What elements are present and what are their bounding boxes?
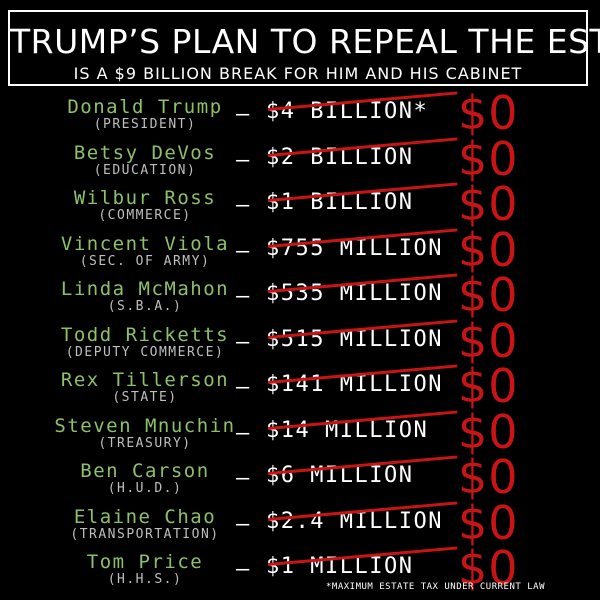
person-role: (EDUCATION) <box>93 162 197 178</box>
separator-dash: — <box>236 375 250 400</box>
new-amount-zero: $0 <box>458 313 519 368</box>
new-amount-zero: $0 <box>458 541 519 595</box>
subheadline: IS A $9 BILLION BREAK FOR HIM AND HIS CA… <box>73 64 523 83</box>
person-role: (H.H.S.) <box>107 572 183 587</box>
separator-dash: — <box>236 466 250 491</box>
new-amount-zero: $0 <box>458 268 519 322</box>
separator-dash: — <box>236 147 250 173</box>
person-name: Ben Carson <box>80 460 210 482</box>
person-role: (S.B.A.) <box>107 299 183 314</box>
list-item: Wilbur Ross (COMMERCE) — $1 BILLION $0 <box>0 177 600 233</box>
new-amount-zero: $0 <box>458 222 519 277</box>
list-item: Rex Tillerson (STATE) — $141 MILLION $0 <box>0 359 600 415</box>
new-amount-zero: $0 <box>458 131 519 186</box>
separator-dash: — <box>236 557 250 582</box>
separator-dash: — <box>236 102 250 127</box>
person-name: Rex Tillerson <box>60 369 230 391</box>
person-name: Betsy DeVos <box>73 141 217 164</box>
footnote: *MAXIMUM ESTATE TAX UNDER CURRENT LAW <box>326 582 545 592</box>
person-role: (PRESIDENT) <box>93 117 197 132</box>
list-item: Tom Price (H.H.S.) — $1 MILLION $0 <box>0 541 600 597</box>
person-name: Vincent Viola <box>60 232 230 255</box>
person-name: Elaine Chao <box>73 505 217 528</box>
list-item: Steven Mnuchin (TREASURY) — $14 MILLION $0 <box>0 405 600 461</box>
list-item: Linda McMahon (S.B.A.) — $535 MILLION $0 <box>0 268 600 324</box>
separator-dash: — <box>236 238 250 264</box>
new-amount-zero: $0 <box>458 404 519 459</box>
separator-dash: — <box>236 420 250 446</box>
person-name: Wilbur Ross <box>73 187 217 209</box>
person-role: (TRANSPORTATION) <box>70 526 220 542</box>
headline: TRUMP’S PLAN TO REPEAL THE ESTATE TAX <box>10 22 600 61</box>
header-box: TRUMP’S PLAN TO REPEAL THE ESTATE TAX IS… <box>8 10 600 86</box>
list-item: Betsy DeVos (EDUCATION) — $2 BILLION $0 <box>0 132 600 188</box>
new-amount-zero: $0 <box>458 495 519 550</box>
new-amount-zero: $0 <box>458 177 519 231</box>
person-name: Linda McMahon <box>60 278 230 300</box>
list-item: Ben Carson (H.U.D.) — $6 MILLION $0 <box>0 450 600 506</box>
new-amount-zero: $0 <box>458 450 519 504</box>
separator-dash: — <box>236 284 250 309</box>
person-role: (DEPUTY COMMERCE) <box>65 344 225 360</box>
person-name: Todd Ricketts <box>60 323 230 346</box>
new-amount-zero: $0 <box>458 359 519 413</box>
person-role: (H.U.D.) <box>107 481 183 496</box>
new-amount-zero: $0 <box>458 86 519 140</box>
separator-dash: — <box>236 329 250 355</box>
list-item: Todd Ricketts (DEPUTY COMMERCE) — $515 MILL… <box>0 314 600 370</box>
list-item: Vincent Viola (SEC. OF ARMY) — $755 MILLION… <box>0 223 600 279</box>
person-role: (STATE) <box>112 390 178 405</box>
person-role: (SEC. OF ARMY) <box>79 253 211 269</box>
separator-dash: — <box>236 193 250 218</box>
person-role: (TREASURY) <box>98 435 192 451</box>
person-name: Donald Trump <box>67 96 223 118</box>
person-role: (COMMERCE) <box>98 208 192 223</box>
list-item: Donald Trump (PRESIDENT) — $4 BILLION* $0 <box>0 86 600 142</box>
separator-dash: — <box>236 511 250 537</box>
list-item: Elaine Chao (TRANSPORTATION) — $2.4 MILLION… <box>0 496 600 552</box>
person-name: Steven Mnuchin <box>54 414 236 437</box>
person-name: Tom Price <box>86 551 204 573</box>
